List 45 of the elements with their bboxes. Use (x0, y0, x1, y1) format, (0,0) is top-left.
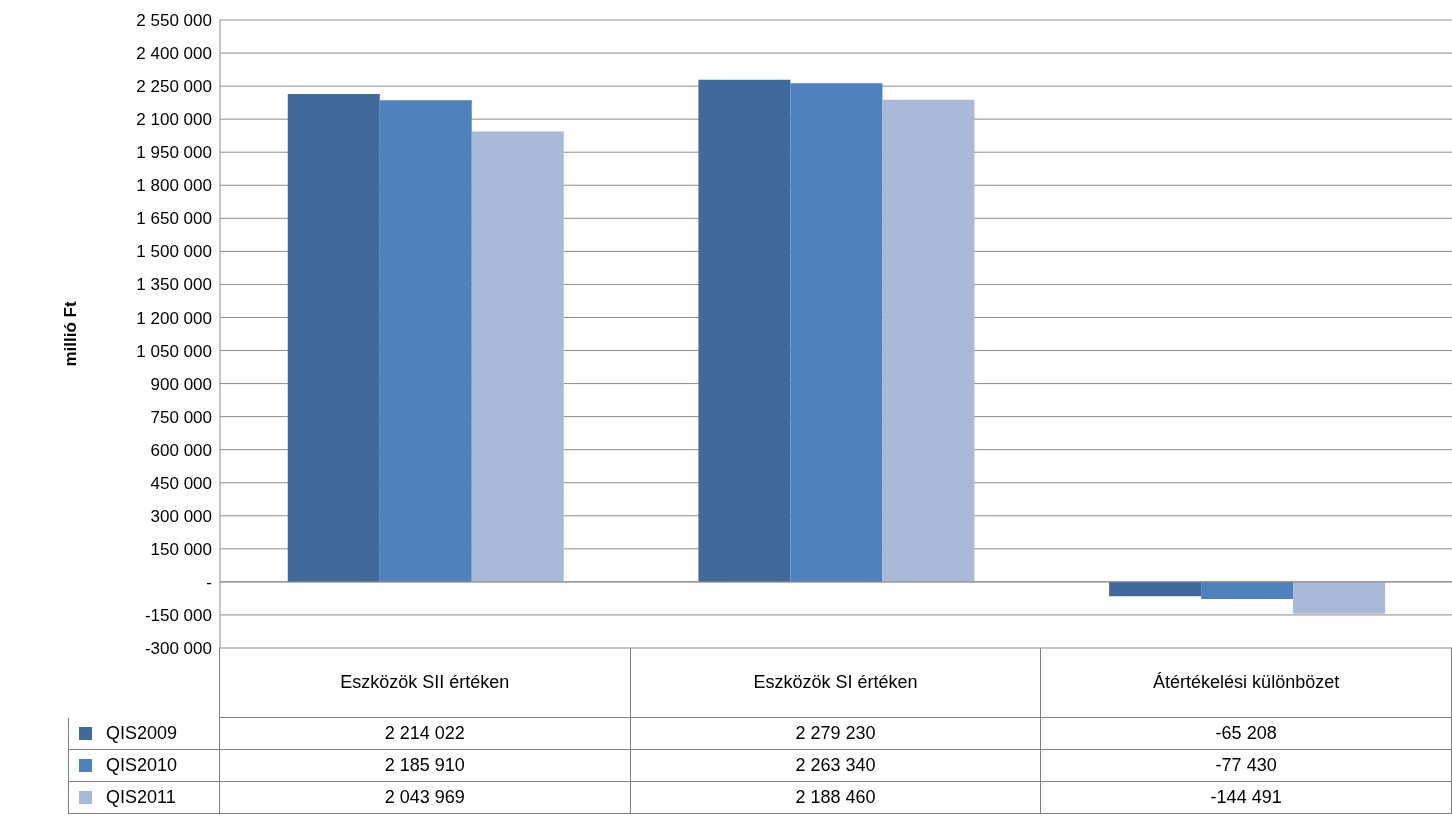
bar (287, 94, 380, 582)
bar (790, 83, 883, 582)
data-label: 2 043 969 (220, 782, 631, 814)
legend-label: QIS2011 (106, 787, 176, 808)
data-label: 2 263 340 (630, 750, 1042, 782)
data-label: 2 188 460 (630, 782, 1042, 814)
y-tick-label: 300 000 (150, 506, 212, 526)
y-tick-label: 1 650 000 (136, 209, 212, 229)
y-tick-label: -150 000 (144, 605, 212, 625)
y-tick-label: 1 350 000 (136, 275, 212, 295)
bar (698, 79, 791, 582)
legend-label: QIS2010 (106, 755, 178, 776)
data-label: -77 430 (1041, 750, 1452, 782)
data-label: 2 279 230 (630, 718, 1042, 750)
y-tick-label: 2 250 000 (136, 77, 212, 97)
data-label: -144 491 (1041, 782, 1452, 814)
y-tick-label: - (206, 572, 212, 592)
bar (471, 131, 564, 582)
data-label: -65 208 (1041, 718, 1452, 750)
data-label: 2 214 022 (220, 718, 631, 750)
data-label: 2 185 910 (220, 750, 631, 782)
bar (1293, 581, 1386, 614)
y-axis-title: millió Ft (61, 301, 81, 367)
x-tick-label: Átértékelési különbözet (1153, 672, 1340, 693)
y-tick-label: 2 400 000 (136, 44, 212, 64)
bar (379, 100, 472, 582)
y-tick-label: 1 800 000 (136, 176, 212, 196)
x-tick-label: Eszközök SII értéken (340, 672, 510, 693)
y-tick-label: 1 200 000 (136, 308, 212, 328)
y-tick-label: 1 950 000 (136, 143, 212, 163)
bar (1201, 581, 1294, 599)
y-tick-label: 2 100 000 (136, 110, 212, 130)
y-tick-label: 900 000 (150, 374, 212, 394)
bar (882, 99, 975, 582)
y-tick-label: -300 000 (144, 639, 212, 659)
y-tick-label: 600 000 (150, 440, 212, 460)
y-tick-label: 2 550 000 (136, 11, 212, 31)
x-tick-label: Eszközök SI értéken (753, 672, 918, 693)
y-tick-label: 450 000 (150, 473, 212, 493)
y-tick-label: 150 000 (150, 539, 212, 559)
y-tick-label: 1 050 000 (136, 341, 212, 361)
legend-label: QIS2009 (106, 723, 178, 744)
y-tick-label: 1 500 000 (136, 242, 212, 262)
bar (1109, 581, 1202, 597)
y-tick-label: 750 000 (150, 407, 212, 427)
